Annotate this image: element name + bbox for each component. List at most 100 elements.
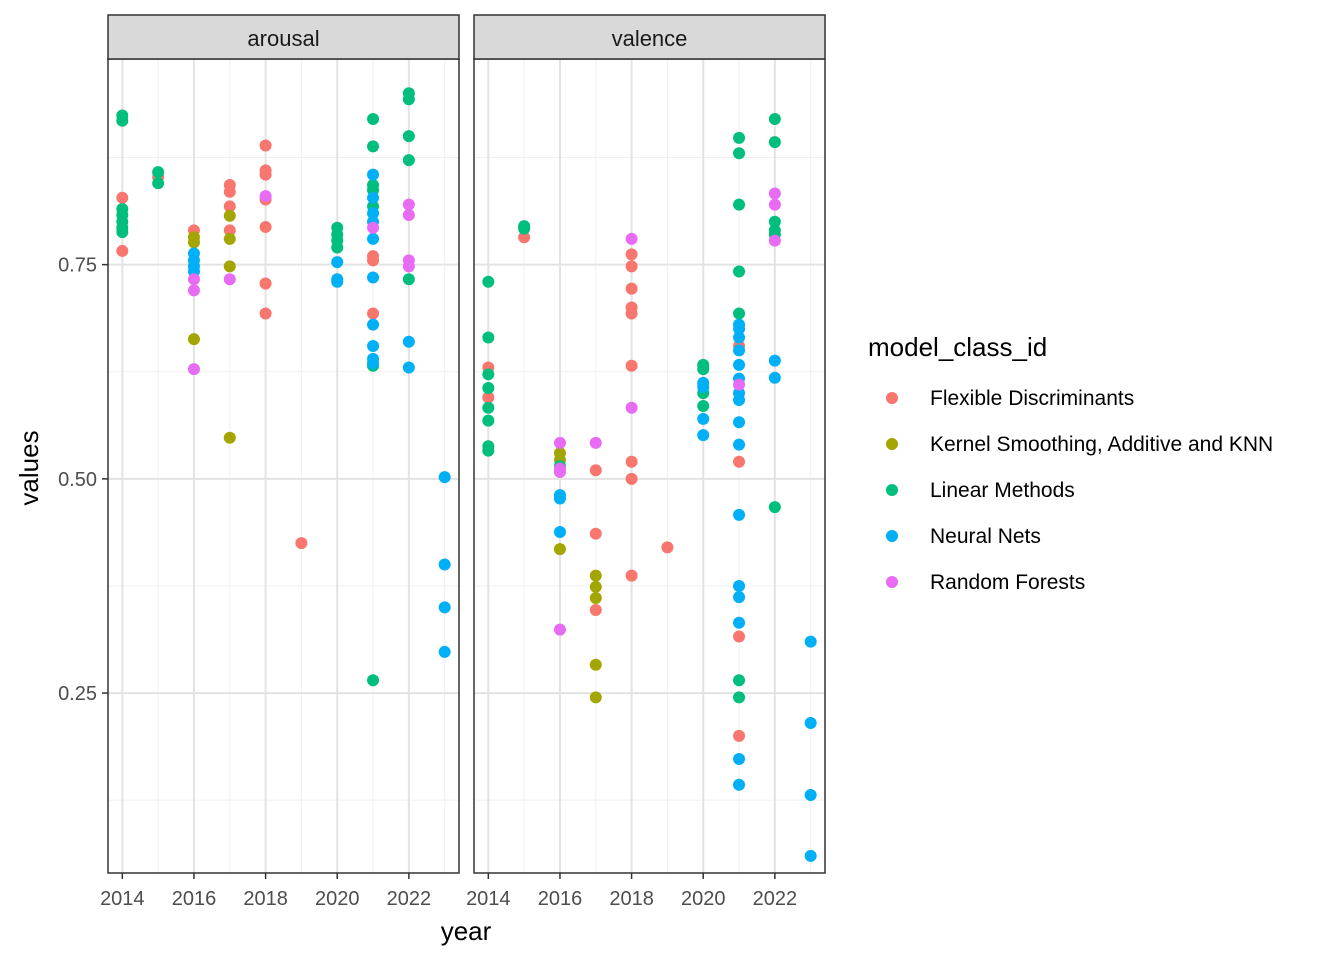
data-point	[402, 154, 415, 167]
data-point	[589, 436, 602, 449]
data-point	[768, 198, 781, 211]
facet-strip	[107, 14, 460, 60]
data-point	[733, 753, 746, 766]
data-point	[625, 455, 638, 468]
data-point	[804, 789, 817, 802]
data-point	[733, 344, 746, 357]
data-point	[116, 114, 129, 127]
data-point	[553, 623, 566, 636]
data-point	[223, 273, 236, 286]
data-point	[259, 277, 272, 290]
data-point	[661, 541, 674, 554]
data-point	[402, 130, 415, 143]
data-point	[259, 190, 272, 203]
data-point	[367, 191, 380, 204]
data-point	[223, 232, 236, 245]
x-tick-label: 2020	[681, 888, 726, 910]
data-point	[402, 260, 415, 273]
data-point	[733, 331, 746, 344]
data-point	[804, 717, 817, 730]
data-point	[187, 333, 200, 346]
data-point	[625, 232, 638, 245]
data-point	[367, 112, 380, 125]
data-point	[438, 601, 451, 614]
data-point	[768, 371, 781, 384]
data-point	[768, 215, 781, 228]
data-point	[733, 322, 746, 335]
data-point	[518, 222, 531, 235]
data-point	[367, 271, 380, 284]
legend-label: Flexible Discriminants	[930, 387, 1134, 410]
data-point	[768, 354, 781, 367]
data-point	[589, 603, 602, 616]
data-point	[482, 368, 495, 381]
data-point	[625, 359, 638, 372]
data-point	[589, 691, 602, 704]
data-point	[589, 580, 602, 593]
data-point	[116, 191, 129, 204]
data-point	[482, 414, 495, 427]
legend-key	[886, 576, 898, 588]
data-point	[367, 232, 380, 245]
data-point	[223, 200, 236, 213]
data-point	[589, 591, 602, 604]
data-point	[625, 472, 638, 485]
data-point	[733, 630, 746, 643]
data-point	[589, 464, 602, 477]
data-point	[482, 382, 495, 395]
data-point	[733, 591, 746, 604]
data-point	[733, 378, 746, 391]
data-point	[367, 307, 380, 320]
data-point	[733, 198, 746, 211]
data-point	[367, 168, 380, 181]
legend-key	[886, 484, 898, 496]
series-neural-nets	[553, 318, 817, 862]
data-point	[223, 260, 236, 273]
legend-entry: Neural Nets	[886, 525, 1041, 548]
data-point	[367, 674, 380, 687]
data-point	[697, 381, 710, 394]
data-point	[116, 244, 129, 257]
legend-entry: Linear Methods	[886, 479, 1075, 502]
x-tick-label: 2020	[315, 888, 360, 910]
data-point	[625, 282, 638, 295]
data-point	[733, 416, 746, 429]
data-point	[402, 93, 415, 106]
data-point	[625, 401, 638, 414]
data-point	[518, 231, 531, 244]
data-point	[482, 391, 495, 404]
series-random-forests	[187, 190, 415, 376]
data-point	[697, 429, 710, 442]
data-point	[367, 318, 380, 331]
data-point	[553, 436, 566, 449]
data-point	[367, 140, 380, 153]
data-point	[625, 248, 638, 261]
data-point	[187, 284, 200, 297]
data-point	[367, 340, 380, 353]
data-point	[804, 635, 817, 648]
data-point	[438, 558, 451, 571]
facet-strip-label: valence	[612, 26, 688, 51]
data-point	[733, 131, 746, 144]
data-point	[402, 273, 415, 286]
legend: model_class_id Flexible Discriminants Ker…	[868, 332, 1273, 594]
legend-label: Kernel Smoothing, Additive and KNN	[930, 433, 1273, 456]
legend-label: Neural Nets	[930, 525, 1041, 548]
legend-title: model_class_id	[868, 332, 1047, 362]
data-point	[152, 166, 165, 179]
data-point	[733, 729, 746, 742]
data-point	[259, 307, 272, 320]
data-point	[402, 335, 415, 348]
data-point	[331, 256, 344, 269]
data-point	[768, 234, 781, 247]
data-point	[187, 363, 200, 376]
data-point	[482, 444, 495, 457]
data-point	[223, 209, 236, 222]
data-point	[733, 691, 746, 704]
legend-entry: Kernel Smoothing, Additive and KNN	[886, 433, 1273, 456]
facet-panels: arousal 2014 2016 2018 2020 2022 0.25 0.50 0.75 v…	[58, 14, 826, 910]
data-point	[589, 658, 602, 671]
facet-arousal: arousal 2014 2016 2018 2020 2022 0.25 0.50 0.75	[58, 14, 460, 910]
data-point	[553, 543, 566, 556]
